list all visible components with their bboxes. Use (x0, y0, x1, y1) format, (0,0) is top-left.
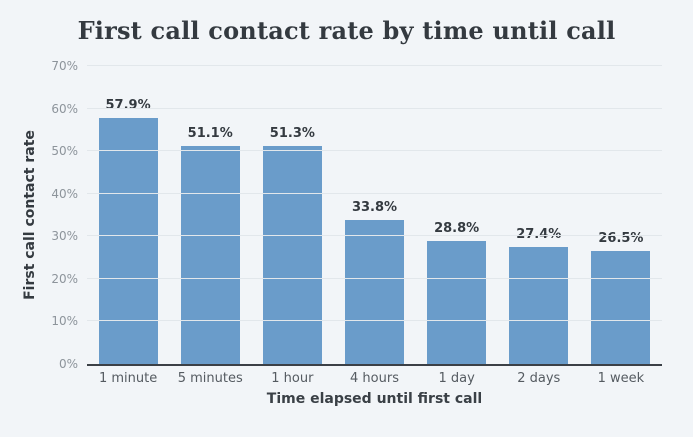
y-tick-label: 0% (58, 357, 78, 371)
gridline (87, 150, 662, 152)
bar (591, 251, 651, 364)
gridline (87, 320, 662, 322)
bar-value-label: 28.8% (434, 221, 480, 237)
y-tick-label: 30% (51, 229, 78, 244)
x-tick-label: 1 day (438, 371, 475, 386)
x-tick-label: 1 week (597, 371, 645, 386)
x-tick-label: 1 hour (271, 371, 314, 386)
y-tick-label: 50% (51, 144, 78, 159)
bar-value-label: 26.5% (598, 231, 644, 247)
bar-slot: 57.9% (87, 66, 169, 364)
chart-title: First call contact rate by time until ca… (77, 16, 616, 45)
x-tick-label: 4 hours (350, 371, 399, 386)
y-axis: 0% 10% 20% 30% 40% 50% 60% 70% (0, 59, 78, 371)
bar-slot: 33.8% (333, 66, 415, 364)
x-axis: 1 minute 5 minutes 1 hour 4 hours 1 day 2 day… (87, 371, 662, 386)
bar-slot: 51.3% (251, 66, 333, 364)
bar-slot: 26.5% (580, 66, 662, 364)
gridline (87, 192, 662, 194)
x-tick-label: 1 minute (98, 371, 158, 386)
bar-value-label: 57.9% (105, 97, 151, 113)
bar-slot: 28.8% (416, 66, 498, 364)
plot-area: 57.9% 51.1% 51.3% 33.8% 28.8% 27.4% 26.5% (87, 65, 662, 366)
bar (344, 220, 404, 364)
gridline (87, 107, 662, 109)
bar (98, 117, 158, 364)
y-tick-label: 60% (51, 101, 78, 116)
bar (180, 146, 240, 364)
x-axis-title: Time elapsed until first call (266, 391, 483, 407)
bar-value-label: 33.8% (351, 200, 398, 216)
bar (427, 241, 487, 364)
gridline (87, 235, 662, 237)
bar-value-label: 51.1% (187, 126, 233, 142)
bar-slot: 27.4% (498, 66, 580, 364)
bar-value-label: 51.3% (269, 125, 315, 141)
x-tick-label: 2 days (517, 371, 561, 386)
bar (509, 247, 569, 364)
bar-slot: 51.1% (169, 66, 251, 364)
bar (262, 145, 322, 364)
y-tick-label: 10% (51, 314, 78, 329)
gridline (87, 277, 662, 279)
y-tick-label: 70% (51, 59, 78, 73)
x-tick-label: 5 minutes (177, 371, 243, 386)
gridline (87, 65, 662, 66)
bars-row: 57.9% 51.1% 51.3% 33.8% 28.8% 27.4% 26.5% (87, 66, 662, 364)
bar-value-label: 27.4% (516, 227, 562, 243)
y-tick-label: 20% (51, 271, 78, 286)
y-tick-label: 40% (51, 186, 78, 201)
